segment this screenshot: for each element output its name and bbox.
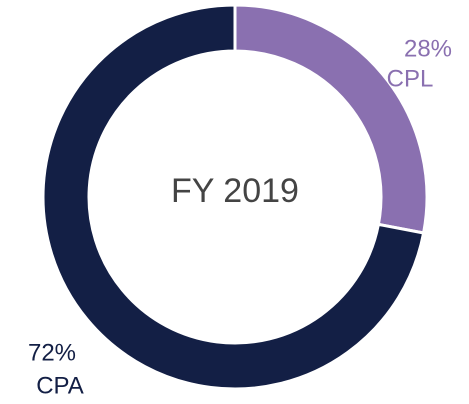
donut-segment bbox=[41, 3, 426, 391]
value-label: 28% bbox=[404, 35, 452, 62]
category-label: CPL bbox=[387, 65, 434, 92]
center-label: FY 2019 bbox=[171, 172, 299, 210]
value-label: 72% bbox=[28, 339, 76, 366]
category-label: CPA bbox=[36, 372, 84, 399]
